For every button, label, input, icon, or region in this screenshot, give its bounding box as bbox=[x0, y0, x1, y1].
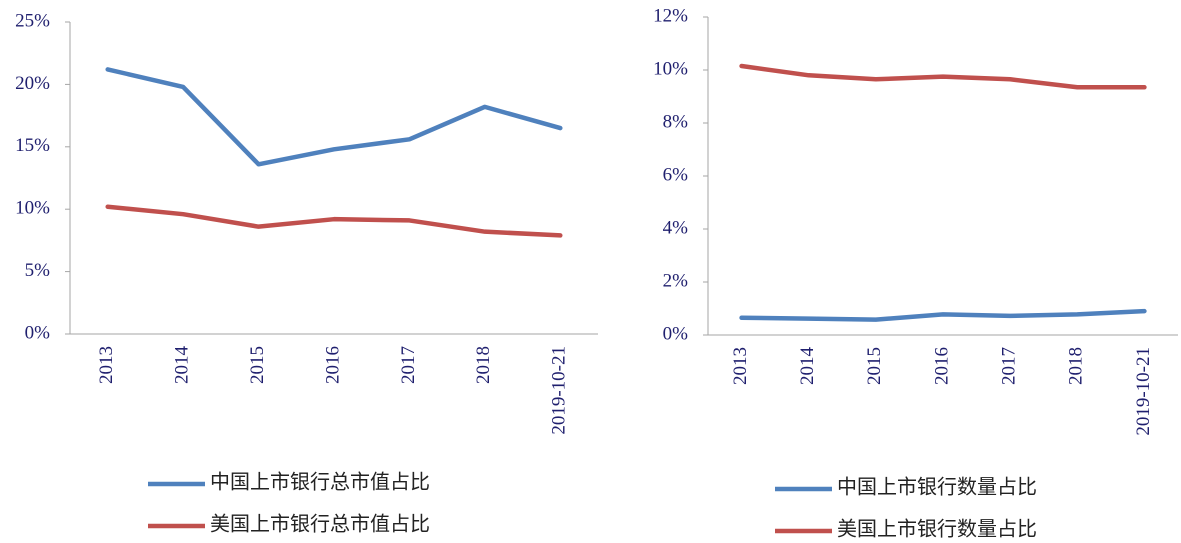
y-tick-label: 0% bbox=[663, 323, 689, 344]
legend-item: 美国上市银行数量占比 bbox=[775, 518, 1037, 541]
y-tick-label: 2% bbox=[663, 270, 689, 291]
legend-label: 中国上市银行总市值占比 bbox=[210, 471, 430, 494]
x-tick-label: 2019-10-21 bbox=[1133, 347, 1154, 436]
x-tick-label: 2018 bbox=[1066, 347, 1087, 385]
chart: 0% 2% 4% 6% 8% 10% 12% 2013 2014 2015 2016 2017 2018… bbox=[653, 5, 1178, 541]
legend-item: 中国上市银行数量占比 bbox=[775, 476, 1037, 499]
series-line bbox=[739, 308, 1147, 322]
y-tick-label: 20% bbox=[15, 73, 50, 94]
series-line bbox=[739, 63, 1147, 90]
x-tick-label: 2013 bbox=[96, 346, 117, 384]
y-tick-label: 10% bbox=[15, 198, 50, 219]
y-tick-label: 6% bbox=[663, 164, 689, 185]
y-tick-label: 15% bbox=[15, 135, 50, 156]
x-tick-label: 2017 bbox=[398, 346, 419, 384]
y-tick-label: 5% bbox=[25, 260, 51, 281]
x-tick-label: 2016 bbox=[322, 346, 343, 384]
x-tick-label: 2018 bbox=[473, 346, 494, 384]
y-tick-label: 25% bbox=[15, 10, 50, 31]
legend-label: 美国上市银行数量占比 bbox=[837, 518, 1037, 541]
x-tick-label: 2017 bbox=[999, 347, 1020, 385]
legend-label: 中国上市银行数量占比 bbox=[837, 476, 1037, 499]
legend-item: 中国上市银行总市值占比 bbox=[148, 471, 430, 494]
x-tick-label: 2015 bbox=[864, 347, 885, 385]
x-tick-label: 2016 bbox=[931, 347, 952, 385]
legend-item: 美国上市银行总市值占比 bbox=[148, 513, 430, 536]
legend-label: 美国上市银行总市值占比 bbox=[210, 513, 430, 536]
x-tick-label: 2015 bbox=[247, 346, 268, 384]
x-tick-label: 2013 bbox=[730, 347, 751, 385]
y-tick-label: 0% bbox=[25, 322, 51, 343]
y-tick-label: 4% bbox=[663, 217, 689, 238]
x-tick-label: 2014 bbox=[797, 347, 818, 386]
series-line bbox=[105, 204, 563, 238]
x-tick-label: 2014 bbox=[172, 346, 193, 385]
y-tick-label: 8% bbox=[663, 111, 689, 132]
chart: 0% 5% 10% 15% 20% 25% 2013 2014 2015 2016 2017 2018… bbox=[15, 10, 598, 536]
y-tick-label: 10% bbox=[653, 58, 688, 79]
x-tick-label: 2019-10-21 bbox=[549, 346, 570, 435]
series-line bbox=[105, 67, 563, 167]
y-tick-label: 12% bbox=[653, 5, 688, 26]
